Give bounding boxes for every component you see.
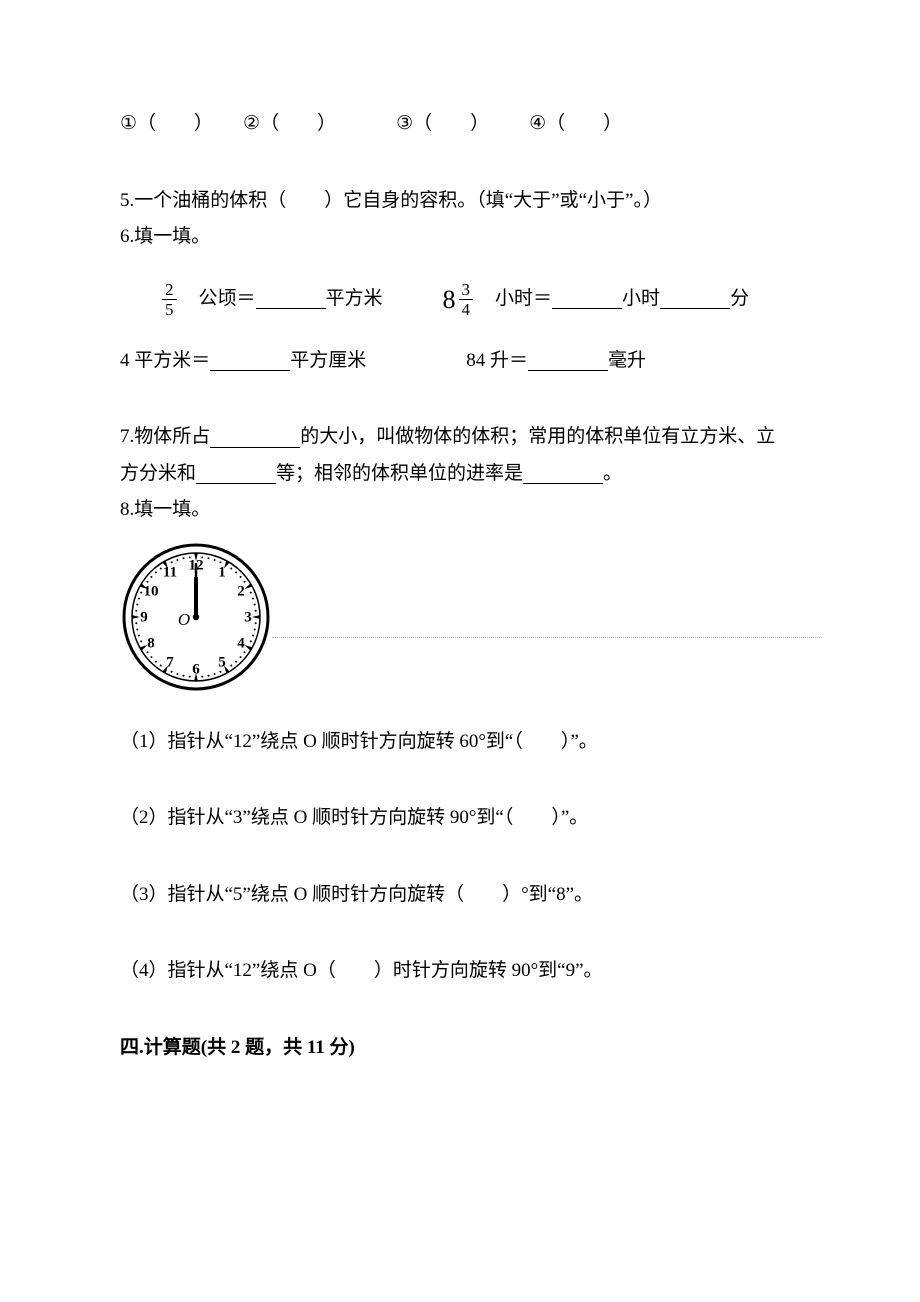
q7-l2a: 方分米和 [120, 460, 196, 489]
q8-s4: （4）指针从“12”绕点 O（ ）时针方向旋转 90°到“9”。 [120, 957, 800, 986]
svg-text:2: 2 [237, 583, 245, 599]
q6-blank-hectare[interactable] [256, 289, 326, 310]
q6-blank-ml[interactable] [528, 350, 608, 371]
q8-s3: （3）指针从“5”绕点 O 顺时针方向旋转（ ）°到“8”。 [120, 881, 800, 910]
section-4-title: 四.计算题(共 2 题，共 11 分) [120, 1034, 800, 1063]
q8-title: 8.填一填。 [120, 496, 800, 525]
svg-text:4: 4 [237, 635, 245, 651]
q8-s2: （2）指针从“3”绕点 O 顺时针方向旋转 90°到“（ ）”。 [120, 804, 800, 833]
q7-l1b: 的大小，叫做物体的体积；常用的体积单位有立方米、立 [300, 423, 775, 452]
svg-text:7: 7 [166, 654, 174, 670]
q6-blank-sqcm[interactable] [210, 350, 290, 371]
q5-text: 5.一个油桶的体积（ ）它自身的容积。（填“大于”或“小于”。） [120, 187, 800, 216]
q-option-3: ③（ ） [396, 110, 489, 139]
q6-l1a-before: 公顷＝ [199, 285, 256, 314]
q7-line1: 7.物体所占 的大小，叫做物体的体积；常用的体积单位有立方米、立 [120, 423, 800, 452]
q6-line2: 4 平方米＝ 平方厘米 84 升＝ 毫升 [120, 347, 800, 376]
q-option-4: ④（ ） [529, 110, 622, 139]
q7-l2b: 等；相邻的体积单位的进率是 [276, 460, 523, 489]
frac-num: 3 [459, 281, 474, 300]
q-option-2: ②（ ） [243, 110, 336, 139]
clock-center-label: O [178, 610, 190, 629]
q6-mixed-int: 8 [443, 280, 456, 319]
q7-blank-unit[interactable] [196, 463, 276, 484]
q-option-row: ①（ ） ②（ ） ③（ ） ④（ ） [120, 110, 800, 139]
q7-l1a: 7.物体所占 [120, 423, 210, 452]
q6-frac-3-4: 3 4 [459, 281, 474, 318]
svg-text:10: 10 [144, 583, 159, 599]
svg-text:1: 1 [218, 564, 226, 580]
q6-l1b-after: 分 [730, 285, 749, 314]
q6-l1b-mid: 小时 [622, 285, 660, 314]
q6-l2a-after: 平方厘米 [290, 347, 366, 376]
svg-text:3: 3 [244, 609, 252, 625]
q6-blank-minutes[interactable] [660, 289, 730, 310]
q6-l1b-before: 小时＝ [495, 285, 552, 314]
svg-text:6: 6 [192, 661, 200, 677]
q6-blank-hours[interactable] [552, 289, 622, 310]
q6-l2b: 84 升＝ [466, 347, 528, 376]
q7-line2: 方分米和 等；相邻的体积单位的进率是 。 [120, 460, 800, 489]
svg-text:9: 9 [140, 609, 148, 625]
svg-text:8: 8 [147, 635, 155, 651]
frac-den: 4 [459, 300, 474, 318]
svg-text:5: 5 [218, 654, 226, 670]
svg-text:11: 11 [163, 564, 177, 580]
q6-l2a: 4 平方米＝ [120, 347, 210, 376]
q6-l2b-after: 毫升 [608, 347, 646, 376]
q6-l1a-after: 平方米 [326, 285, 383, 314]
q7-blank-space[interactable] [210, 427, 300, 448]
q6-title: 6.填一填。 [120, 223, 800, 252]
q6-frac-2-5: 2 5 [162, 281, 177, 318]
frac-den: 5 [162, 300, 177, 318]
q7-l2c: 。 [603, 460, 622, 489]
q8-s1: （1）指针从“12”绕点 O 顺时针方向旋转 60°到“（ ）”。 [120, 728, 800, 757]
q-option-1: ①（ ） [120, 110, 213, 139]
q7-blank-rate[interactable] [523, 463, 603, 484]
frac-num: 2 [162, 281, 177, 300]
q6-line1: 2 5 公顷＝ 平方米 8 3 4 小时＝ 小时 分 [120, 280, 800, 319]
